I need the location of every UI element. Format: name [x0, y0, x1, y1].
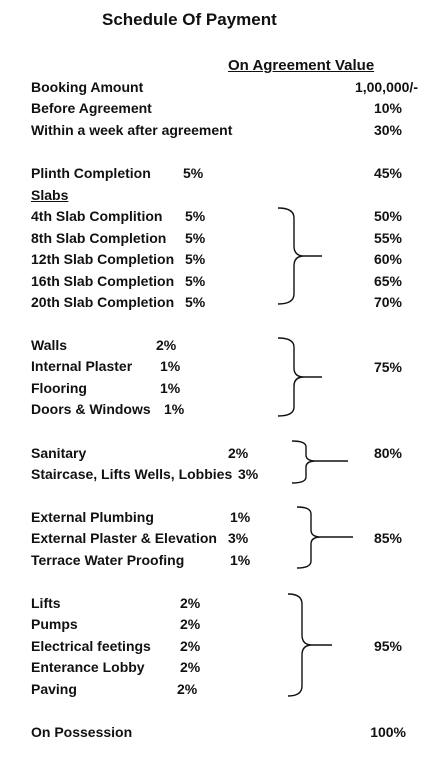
item-label: Doors & Windows — [31, 401, 151, 417]
group-brace — [277, 337, 322, 417]
item-label: External Plaster & Elevation — [31, 530, 217, 546]
item-label: Sanitary — [31, 445, 87, 461]
item-value: 60% — [373, 251, 402, 267]
row-label-booking: Booking Amount — [31, 79, 144, 95]
group-value: 80% — [373, 445, 402, 461]
item-label: 4th Slab Complition — [31, 208, 163, 224]
slabs-heading: Slabs — [31, 187, 69, 203]
group-value: 85% — [373, 530, 402, 546]
group-brace — [287, 593, 332, 697]
group-brace — [296, 506, 353, 569]
item-label: Terrace Water Proofing — [31, 552, 185, 568]
item-pct: 3% — [228, 530, 249, 546]
item-pct: 3% — [238, 466, 259, 482]
item-pct: 2% — [180, 595, 201, 611]
item-value: 50% — [373, 208, 402, 224]
item-pct: 5% — [185, 251, 206, 267]
item-pct: 2% — [180, 616, 201, 632]
item-value: 65% — [373, 273, 402, 289]
item-pct: 1% — [164, 401, 185, 417]
item-label: 8th Slab Completion — [31, 230, 167, 246]
group-brace — [291, 440, 348, 484]
item-label: 20th Slab Completion — [31, 294, 175, 310]
item-label: Pumps — [31, 616, 78, 632]
item-label: Staircase, Lifts Wells, Lobbies — [31, 466, 233, 482]
item-pct: 5% — [185, 208, 206, 224]
row-pct-plinth: 5% — [183, 165, 204, 181]
item-pct: 5% — [185, 273, 206, 289]
row-value-possession: 100% — [370, 724, 406, 740]
item-label: 16th Slab Completion — [31, 273, 175, 289]
item-label: External Plumbing — [31, 509, 154, 525]
item-pct: 1% — [160, 380, 181, 396]
row-value-booking: 1,00,000/- — [354, 79, 418, 95]
item-label: Walls — [31, 337, 68, 353]
row-value-within: 30% — [373, 122, 402, 138]
item-pct: 2% — [180, 659, 201, 675]
item-pct: 1% — [160, 358, 181, 374]
row-label-before: Before Agreement — [31, 100, 152, 116]
item-pct: 5% — [185, 294, 206, 310]
item-label: 12th Slab Completion — [31, 251, 175, 267]
row-label-plinth: Plinth Completion — [31, 165, 151, 181]
item-pct: 2% — [156, 337, 177, 353]
item-pct: 2% — [177, 681, 198, 697]
item-value: 55% — [373, 230, 402, 246]
page-title: Schedule Of Payment — [102, 10, 277, 29]
item-pct: 5% — [185, 230, 206, 246]
row-label-possession: On Possession — [31, 724, 133, 740]
item-label: Lifts — [31, 595, 61, 611]
item-label: Electrical feetings — [31, 638, 151, 654]
item-label: Paving — [31, 681, 77, 697]
item-pct: 1% — [230, 552, 251, 568]
group-value: 95% — [373, 638, 402, 654]
group-brace — [277, 207, 322, 305]
column-header: On Agreement Value — [228, 57, 375, 74]
item-label: Enterance Lobby — [31, 659, 145, 675]
item-label: Flooring — [31, 380, 87, 396]
item-pct: 2% — [228, 445, 249, 461]
item-pct: 2% — [180, 638, 201, 654]
item-pct: 1% — [230, 509, 251, 525]
item-label: Internal Plaster — [31, 358, 133, 374]
item-value: 70% — [373, 294, 402, 310]
row-label-within: Within a week after agreement — [31, 122, 233, 138]
row-value-plinth: 45% — [373, 165, 402, 181]
group-value: 75% — [373, 359, 402, 375]
row-value-before: 10% — [373, 100, 402, 116]
